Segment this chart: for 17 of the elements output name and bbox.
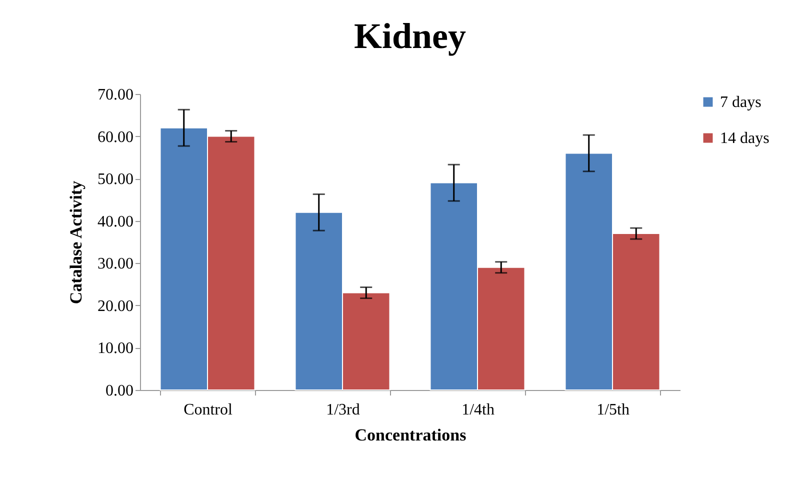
legend-label: 7 days xyxy=(720,94,762,111)
legend-label: 14 days xyxy=(720,130,770,147)
x-tick-label: 1/5th xyxy=(596,402,630,418)
y-tick-label: 50.00 xyxy=(98,171,134,188)
x-tick-label: 1/3rd xyxy=(326,402,360,418)
y-tick-label: 40.00 xyxy=(98,213,134,230)
x-tick-label: Control xyxy=(184,402,233,418)
y-tick-label: 70.00 xyxy=(98,86,134,104)
y-axis-title: Catalase Activity xyxy=(66,180,86,304)
y-tick-label: 60.00 xyxy=(98,128,134,146)
y-tick-label: 0.00 xyxy=(106,382,134,400)
y-tick-label: 10.00 xyxy=(98,340,134,358)
chart-title: Kidney xyxy=(354,16,466,56)
y-tick-label: 30.00 xyxy=(98,256,134,273)
y-tick-label: 20.00 xyxy=(98,298,134,315)
x-tick-label: 1/4th xyxy=(462,402,494,418)
x-axis-title: Concentrations xyxy=(354,426,467,444)
